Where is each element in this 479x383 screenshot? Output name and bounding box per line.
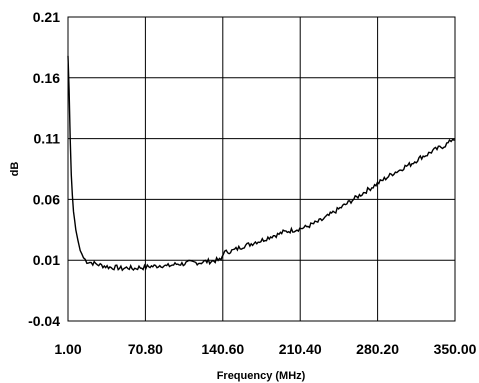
x-tick-label: 210.40	[279, 341, 322, 357]
y-tick-label: 0.06	[33, 191, 60, 207]
plot-area	[67, 16, 456, 322]
x-axis-label: Frequency (MHz)	[217, 370, 306, 382]
series-line	[67, 55, 456, 272]
y-tick-label: 0.16	[33, 70, 60, 86]
y-tick-label: 0.21	[33, 9, 60, 25]
x-tick-label: 70.80	[128, 341, 163, 357]
x-tick-label: 140.60	[201, 341, 244, 357]
tick-labels: 1.00 70.80 140.60 210.40 280.20 350.00 -0.04 0.…	[28, 9, 477, 357]
x-tick-label: 1.00	[54, 341, 81, 357]
y-axis-label: dB	[9, 162, 21, 177]
gridlines	[68, 17, 455, 321]
x-tick-label: 350.00	[434, 341, 477, 357]
x-tick-label: 280.20	[356, 341, 399, 357]
y-tick-label: -0.04	[28, 313, 60, 329]
y-tick-label: 0.11	[34, 131, 61, 147]
y-tick-label: 0.01	[33, 252, 60, 268]
